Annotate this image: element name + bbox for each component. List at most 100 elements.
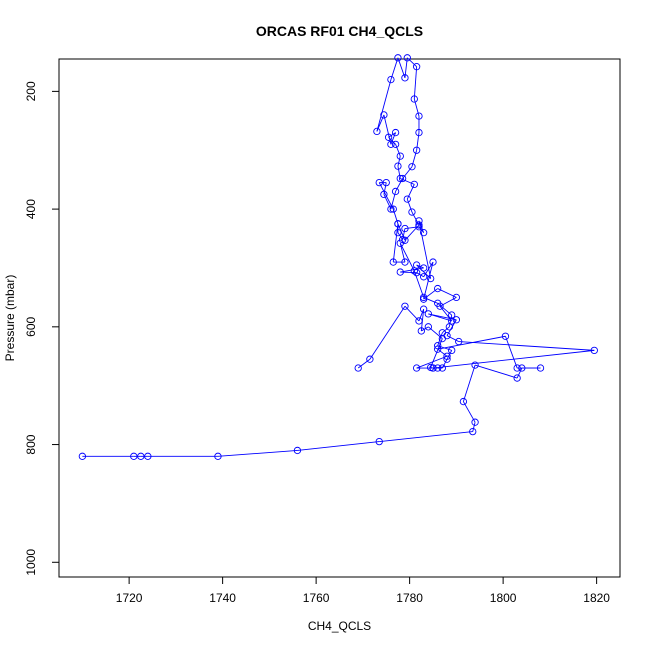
series-segment [418, 309, 425, 322]
data-point [401, 74, 409, 82]
y-tick-label: 200 [24, 81, 38, 101]
data-point [434, 299, 442, 307]
y-tick-label: 600 [24, 316, 38, 336]
series-segment [437, 348, 448, 357]
data-point [396, 268, 404, 276]
data-point [384, 133, 393, 141]
data-point [396, 174, 404, 183]
data-point [412, 269, 421, 277]
data-point [396, 152, 404, 160]
data-point [401, 302, 409, 310]
data-point [419, 295, 428, 303]
data-point [394, 162, 402, 170]
data-point [459, 397, 468, 406]
data-point [429, 258, 437, 266]
data-point [424, 310, 432, 318]
series-segment [400, 178, 415, 185]
data-point [415, 317, 423, 325]
data-point [214, 452, 222, 460]
data-point [389, 205, 397, 213]
data-point [427, 274, 435, 283]
data-point [354, 364, 362, 372]
data-point [513, 364, 521, 372]
series-segment [421, 326, 429, 332]
series-segment [383, 114, 392, 145]
x-tick-label: 1740 [209, 591, 236, 605]
data-point [391, 140, 400, 149]
series-segment [395, 178, 404, 192]
series-segment [442, 326, 450, 334]
data-point [415, 128, 423, 137]
series-segment [383, 194, 392, 210]
series-segment [297, 441, 380, 451]
data-point [417, 327, 425, 335]
data-point [389, 258, 397, 266]
x-tick-label: 1780 [396, 591, 423, 605]
series-segment [406, 184, 415, 200]
series-segment [390, 132, 397, 145]
data-point [415, 223, 423, 231]
data-point [424, 323, 432, 331]
series-segment [388, 132, 396, 138]
data-point [293, 446, 302, 455]
data-point [438, 329, 446, 337]
data-point [366, 355, 374, 363]
y-tick-label: 1000 [24, 549, 38, 576]
y-tick-label: 400 [24, 199, 38, 219]
series-segment [413, 270, 425, 298]
series-segment [399, 243, 415, 272]
data-point [438, 334, 446, 343]
series-segment [379, 431, 473, 443]
data-point [415, 112, 423, 120]
series-segment [458, 341, 595, 351]
y-axis-label: Pressure (mbar) [3, 275, 17, 362]
x-axis-label: CH4_QCLS [308, 619, 371, 633]
x-tick-label: 1800 [490, 591, 517, 605]
data-point [410, 95, 418, 103]
data-point [412, 364, 421, 372]
data-point [403, 195, 411, 203]
data-point [513, 374, 521, 382]
data-point [394, 54, 402, 62]
data-point [391, 128, 400, 137]
data-point [78, 452, 87, 460]
data-point [375, 437, 383, 446]
data-point [427, 363, 435, 372]
series-segment [397, 156, 401, 167]
y-tick-label: 800 [24, 434, 38, 454]
data-point [408, 163, 416, 171]
series-segment [395, 144, 401, 157]
data-point [471, 418, 479, 426]
data-point [536, 364, 545, 372]
series-segment [446, 350, 453, 360]
data-point [410, 180, 418, 189]
series-segment [448, 314, 453, 327]
data-point [391, 187, 400, 196]
data-point [387, 205, 395, 213]
data-point [130, 452, 138, 460]
data-point [419, 228, 428, 237]
series-segment [462, 401, 476, 423]
data-point [380, 111, 388, 119]
series-segment [472, 422, 476, 432]
series-segment [390, 57, 399, 80]
data-point [448, 311, 456, 319]
series-segment [392, 208, 399, 224]
x-tick-label: 1820 [583, 591, 610, 605]
series-segment [446, 335, 459, 342]
data-point [410, 267, 418, 275]
data-point [403, 54, 411, 62]
data-point [445, 323, 454, 331]
data-point [443, 352, 451, 360]
series-segment [376, 79, 392, 132]
series-segment [413, 66, 418, 100]
data-point [387, 75, 395, 84]
data-point [443, 355, 451, 363]
data-point [412, 146, 421, 154]
data-point [469, 427, 477, 436]
data-point [452, 316, 461, 324]
data-point [434, 364, 442, 372]
series-segment [416, 264, 424, 269]
data-point [373, 127, 381, 136]
series-segment [369, 305, 406, 360]
